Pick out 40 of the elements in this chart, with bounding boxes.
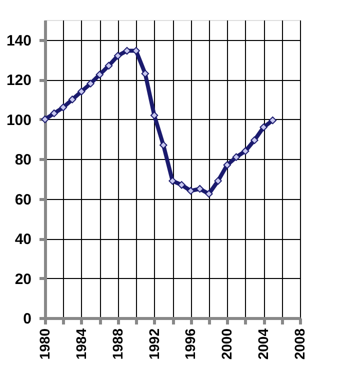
- point: [242, 147, 250, 155]
- y-tick-label: 20: [14, 270, 32, 288]
- point: [160, 141, 168, 150]
- y-tick-label: 140: [6, 32, 32, 50]
- point: [223, 161, 231, 169]
- x-tick-label: 1980: [36, 328, 52, 360]
- x-tick-label: 2000: [218, 328, 235, 360]
- point: [141, 70, 150, 78]
- point: [168, 177, 176, 185]
- y-tick-label: 100: [6, 112, 32, 129]
- y-tick-label: 80: [14, 152, 32, 169]
- point: [86, 80, 94, 88]
- point: [250, 136, 258, 144]
- y-tick-label: 120: [6, 72, 32, 90]
- point: [205, 190, 213, 198]
- x-tick-label: 1992: [146, 328, 162, 360]
- x-tick-label: 1988: [109, 328, 126, 360]
- y-tick-label: 60: [14, 191, 32, 208]
- x-tick-label: 1984: [72, 328, 89, 360]
- point: [232, 153, 240, 161]
- point: [78, 88, 86, 96]
- y-tick-label: 40: [14, 231, 32, 248]
- point: [59, 104, 68, 112]
- point: [41, 115, 49, 124]
- point: [150, 112, 158, 120]
- point: [68, 96, 76, 104]
- point: [50, 110, 58, 118]
- point: [268, 116, 277, 124]
- point: [260, 123, 268, 132]
- point: [178, 181, 186, 189]
- point: [96, 70, 104, 78]
- x-tick-label: 2004: [255, 328, 272, 360]
- point: [123, 46, 131, 55]
- point: [214, 177, 222, 185]
- point: [114, 52, 122, 60]
- point: [104, 62, 113, 70]
- y-tick-label: 0: [23, 310, 32, 328]
- point: [132, 46, 140, 55]
- x-tick-label: 2008: [292, 328, 308, 360]
- x-tick-label: 1996: [182, 328, 198, 360]
